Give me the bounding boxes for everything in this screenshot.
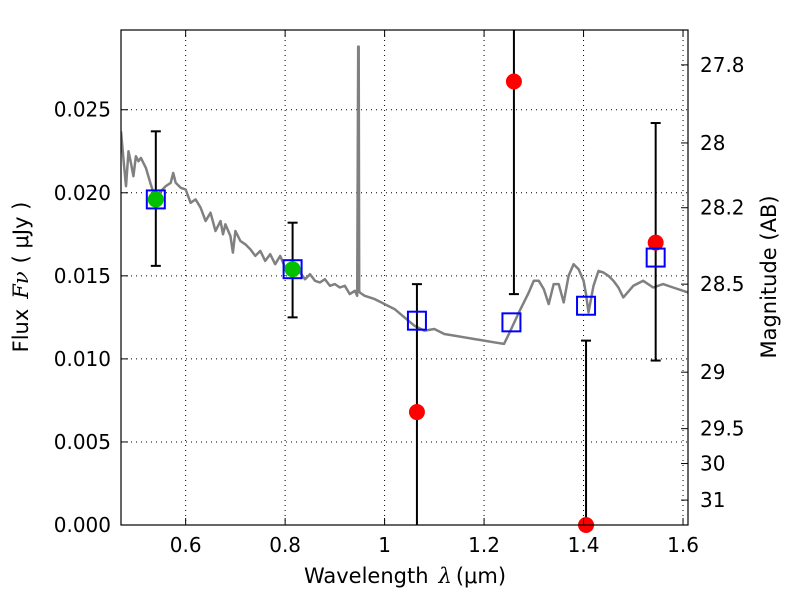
y-tick-label: 0.000 — [54, 513, 111, 537]
y2-tick-label: 28 — [700, 131, 725, 155]
x-axis-title: Wavelength λ (μm) — [304, 564, 506, 588]
x-tick-label: 1.6 — [667, 533, 699, 557]
y2-tick-label: 28.2 — [700, 196, 745, 220]
y2-tick-label: 30 — [700, 452, 725, 476]
model-photometry-point — [145, 189, 166, 210]
markers — [145, 73, 666, 533]
y-tick-label: 0.010 — [54, 347, 111, 371]
ticks: 0.6 0.8 1 1.2 1.4 1.6 0.000 0.005 0.010 0.015 0.02… — [54, 30, 745, 557]
x-tick-label: 0.8 — [269, 533, 301, 557]
detection-point — [284, 261, 301, 278]
model-photometry-point — [645, 247, 666, 268]
model-photometry-point — [282, 259, 303, 280]
observed-point — [647, 234, 664, 251]
grid — [121, 30, 688, 525]
x-tick-label: 0.6 — [170, 533, 202, 557]
observed-point — [408, 404, 425, 421]
y-axis-title: FluxFν( μJy ) — [9, 202, 33, 353]
x-tick-label: 1.4 — [568, 533, 600, 557]
model-photometry-point — [406, 310, 427, 331]
y-tick-label: 0.025 — [54, 98, 111, 122]
model-photometry-point — [501, 312, 522, 333]
plot-area — [121, 30, 688, 525]
y-tick-label: 0.020 — [54, 181, 111, 205]
y-tick-label: 0.015 — [54, 264, 111, 288]
y2-tick-label: 27.8 — [700, 53, 745, 77]
y2-tick-label: 28.5 — [700, 272, 745, 296]
sed-model-line — [121, 45, 688, 346]
observed-point — [505, 73, 522, 90]
y2-axis-title: Magnitude (AB) — [757, 195, 781, 358]
plot-frame — [120, 29, 689, 526]
x-tick-label: 1.2 — [468, 533, 500, 557]
y2-tick-label: 29.5 — [700, 417, 745, 441]
y2-tick-label: 29 — [700, 360, 725, 384]
y-tick-label: 0.005 — [54, 430, 111, 454]
x-tick-label: 1 — [378, 533, 391, 557]
detection-point — [147, 191, 164, 208]
model-photometry-point — [576, 295, 597, 316]
y2-tick-label: 31 — [700, 488, 725, 512]
